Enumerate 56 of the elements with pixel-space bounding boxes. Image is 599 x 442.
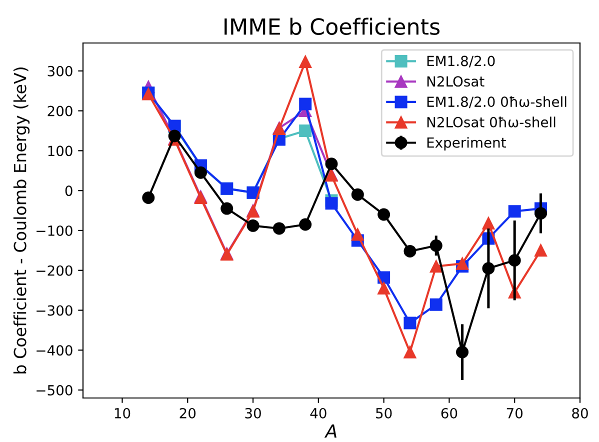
x-tick-label: 40 [310, 408, 326, 418]
legend-label: N2LOsat [427, 76, 484, 87]
point [246, 219, 260, 232]
x-tick-label: 30 [245, 408, 261, 418]
point [325, 197, 338, 210]
legend-label: Experiment [427, 137, 506, 150]
point [299, 98, 312, 110]
point [351, 228, 364, 241]
point [142, 192, 155, 204]
legend-label: N2LOsat 0ħω-shell [427, 116, 556, 128]
point [456, 346, 469, 358]
point [404, 244, 416, 258]
point [404, 316, 416, 330]
point [378, 282, 390, 295]
point [482, 217, 495, 230]
x-tick-label: 10 [114, 408, 130, 418]
point [430, 239, 442, 252]
y-tick-label: 0 [65, 186, 72, 196]
point [456, 257, 469, 270]
point [430, 298, 442, 311]
y-tick-label: 300 [48, 66, 72, 76]
x-axis-title: A [324, 424, 336, 438]
point [534, 244, 548, 257]
point [168, 130, 181, 142]
y-tick-label: −400 [36, 345, 72, 356]
point [508, 254, 521, 267]
legend-label: EM1.8/2.0 [427, 56, 495, 68]
x-tick-label: 70 [506, 408, 523, 418]
point [404, 346, 416, 358]
y-tick-label: −100 [36, 225, 72, 236]
x-tick-label: 50 [376, 408, 392, 418]
chart-title: IMME b Coefficients [224, 18, 440, 35]
y-tick-label: 100 [48, 146, 72, 156]
y-axis-title: b Coefficient - Coulomb Energy (keV) [13, 68, 30, 374]
point [351, 188, 364, 201]
point [299, 55, 312, 68]
point [220, 202, 234, 215]
legend-label: EM1.8/2.0 0ħω-shell [427, 96, 566, 108]
point [272, 222, 286, 235]
point [378, 208, 390, 221]
x-tick-label: 20 [180, 408, 196, 418]
point [299, 218, 312, 231]
point [299, 124, 312, 138]
point [430, 260, 442, 273]
y-tick-label: 200 [48, 106, 72, 116]
y-tick-label: −200 [36, 265, 72, 276]
x-tick-label: 80 [572, 408, 588, 418]
point [194, 166, 207, 179]
point [534, 207, 548, 220]
point [508, 205, 521, 218]
y-tick-label: −500 [36, 384, 72, 396]
point [325, 158, 338, 170]
point [482, 262, 495, 275]
point [194, 192, 207, 204]
x-tick-label: 60 [441, 408, 458, 418]
y-tick-label: −300 [36, 305, 72, 316]
